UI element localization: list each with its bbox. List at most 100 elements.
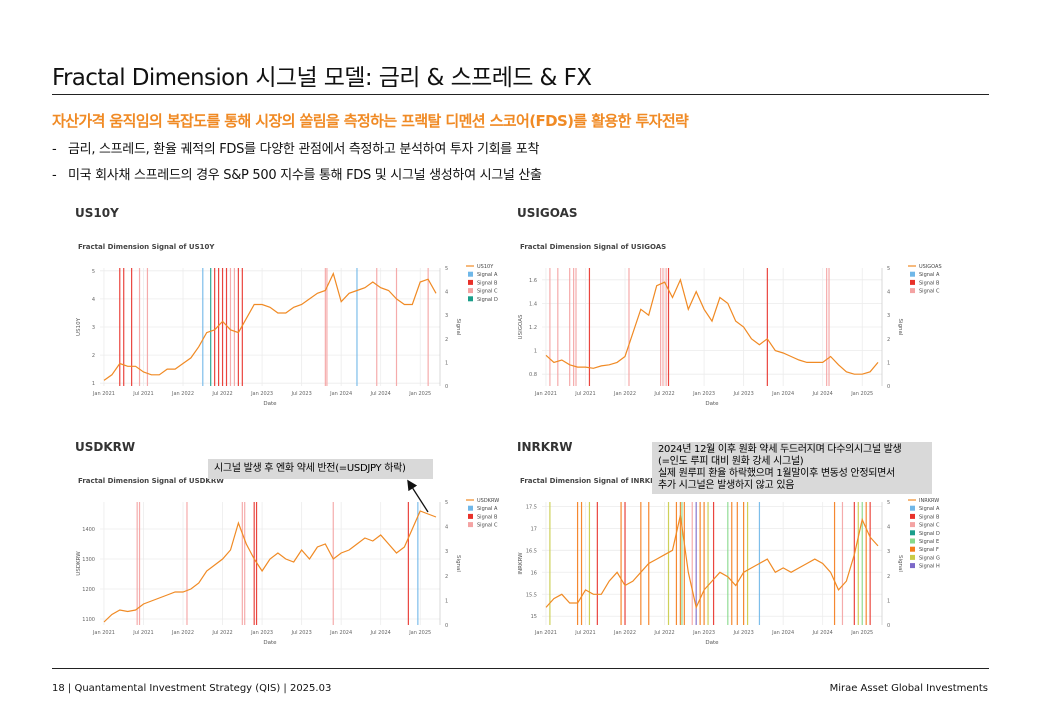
legend-label: Signal A <box>919 272 940 278</box>
series-line <box>103 271 437 381</box>
series-line <box>545 515 879 610</box>
legend-label: Signal C <box>477 289 498 295</box>
y2-tick-label: 3 <box>887 549 890 555</box>
y2-tick-label: 4 <box>887 525 890 531</box>
legend-label: INRKRW <box>919 498 939 504</box>
y-tick-label: 1 <box>534 349 537 355</box>
x-tick-label: Jul 2023 <box>290 630 311 636</box>
legend-swatch <box>910 279 915 285</box>
y2-tick-label: 1 <box>445 360 448 366</box>
legend-label: Signal C <box>919 289 940 295</box>
legend-swatch <box>468 271 473 277</box>
y2-axis-label: Signal <box>897 319 903 336</box>
x-tick-label: Jan 2025 <box>850 630 873 636</box>
x-tick-label: Jan 2021 <box>92 391 115 397</box>
y-tick-label: 2 <box>92 353 95 359</box>
y2-tick-label: 1 <box>887 360 890 366</box>
y-tick-label: 16.5 <box>526 548 537 554</box>
y2-tick-label: 2 <box>445 574 448 580</box>
y-tick-label: 0.8 <box>529 372 537 378</box>
series-line <box>545 278 879 375</box>
x-axis-label: Date <box>705 401 719 407</box>
bullet-item: - 금리, 스프레드, 환율 궤적의 FDS를 다양한 관점에서 측정하고 분석하… <box>52 138 539 157</box>
legend-label: Signal A <box>477 506 498 512</box>
x-tick-label: Jul 2023 <box>732 391 753 397</box>
x-tick-label: Jan 2023 <box>692 391 715 397</box>
y-tick-label: 17 <box>531 526 537 532</box>
y2-tick-label: 4 <box>887 290 890 296</box>
legend-label: Signal G <box>919 555 940 561</box>
callout-inrkrw: 2024년 12월 이후 원화 약세 두드러지며 다수의시그널 발생 (=인도 … <box>652 442 932 494</box>
y2-axis-label: Signal <box>455 319 461 336</box>
callout-line: (=인도 루피 대비 원화 강세 시그널) <box>658 456 804 467</box>
legend-label: Signal B <box>919 514 940 520</box>
x-tick-label: Jan 2021 <box>534 630 557 636</box>
x-tick-label: Jul 2021 <box>574 630 595 636</box>
x-tick-label: Jan 2025 <box>850 391 873 397</box>
x-tick-label: Jan 2023 <box>692 630 715 636</box>
page-title: Fractal Dimension 시그널 모델: 금리 & 스프레드 & FX <box>52 65 592 91</box>
legend-label: Signal A <box>919 506 940 512</box>
page-subtitle: 자산가격 움직임의 복잡도를 통해 시장의 쏠림을 측정하는 프랙탈 디멘션 스… <box>52 112 689 130</box>
legend-label: Signal C <box>919 523 940 529</box>
x-tick-label: Jul 2024 <box>812 630 833 636</box>
y-tick-label: 1400 <box>82 527 95 533</box>
legend-label: US10Y <box>477 264 494 270</box>
panel-title-us10y: US10Y <box>75 206 119 220</box>
legend-label: Signal A <box>477 272 498 278</box>
legend-label: Signal B <box>477 514 498 520</box>
footer-divider <box>52 668 989 669</box>
x-tick-label: Jan 2022 <box>613 391 636 397</box>
x-tick-label: Jan 2023 <box>250 630 273 636</box>
footer-left: 18 | Quantamental Investment Strategy (Q… <box>52 683 332 694</box>
legend-label: Signal B <box>477 280 498 286</box>
series-line <box>103 510 437 623</box>
chart-title: Fractal Dimension Signal of INRKRW <box>520 477 664 485</box>
legend-swatch <box>910 538 915 544</box>
callout-arrow <box>407 479 429 513</box>
y2-tick-label: 0 <box>887 623 890 629</box>
x-tick-label: Jul 2022 <box>653 391 674 397</box>
legend-swatch <box>468 296 473 302</box>
legend-swatch <box>910 505 915 511</box>
legend-swatch <box>910 563 915 569</box>
legend-swatch <box>910 546 915 552</box>
y-tick-label: 1100 <box>82 617 95 623</box>
x-tick-label: Jul 2024 <box>812 391 833 397</box>
y-tick-label: 1200 <box>82 587 95 593</box>
y2-tick-label: 0 <box>445 623 448 629</box>
y-axis-label: USDKRW <box>76 551 82 576</box>
x-tick-label: Jul 2024 <box>370 391 391 397</box>
x-tick-label: Jan 2022 <box>171 630 194 636</box>
y-axis-label: USIGOAS <box>518 314 524 339</box>
legend-swatch <box>468 279 473 285</box>
y2-tick-label: 3 <box>445 313 448 319</box>
x-tick-label: Jan 2022 <box>171 391 194 397</box>
legend-swatch <box>910 513 915 519</box>
legend-swatch <box>910 271 915 277</box>
chart-usigoas: Fractal Dimension Signal of USIGOAS Jan 2… <box>518 243 942 407</box>
y-tick-label: 17.5 <box>526 504 537 510</box>
legend-label: Signal D <box>477 297 498 303</box>
chart-title: Fractal Dimension Signal of USIGOAS <box>520 243 666 251</box>
legend-label: USIGOAS <box>919 264 942 270</box>
y2-axis-label: Signal <box>455 555 461 572</box>
bullet-text: 금리, 스프레드, 환율 궤적의 FDS를 다양한 관점에서 측정하고 분석하여… <box>68 142 540 157</box>
y-tick-label: 3 <box>92 325 95 331</box>
legend-label: Signal C <box>477 523 498 529</box>
legend-swatch <box>910 288 915 294</box>
y-tick-label: 1300 <box>82 557 95 563</box>
callout-line: 2024년 12월 이후 원화 약세 두드러지며 다수의시그널 발생 <box>658 444 902 455</box>
x-tick-label: Jul 2024 <box>370 630 391 636</box>
legend-swatch <box>910 530 915 536</box>
legend-label: USDKRW <box>477 498 499 504</box>
x-tick-label: Jan 2024 <box>329 630 352 636</box>
y-tick-label: 15.5 <box>526 592 537 598</box>
callout-line: 추가 시그널은 발생하지 않고 있음 <box>658 480 795 491</box>
x-tick-label: Jan 2024 <box>771 391 794 397</box>
legend-swatch <box>468 505 473 511</box>
x-axis-label: Date <box>263 401 277 407</box>
y-tick-label: 15 <box>531 614 537 620</box>
bullet-text: 미국 회사채 스프레드의 경우 S&P 500 지수를 통해 FDS 및 시그널… <box>68 168 542 183</box>
y-tick-label: 4 <box>92 297 95 303</box>
